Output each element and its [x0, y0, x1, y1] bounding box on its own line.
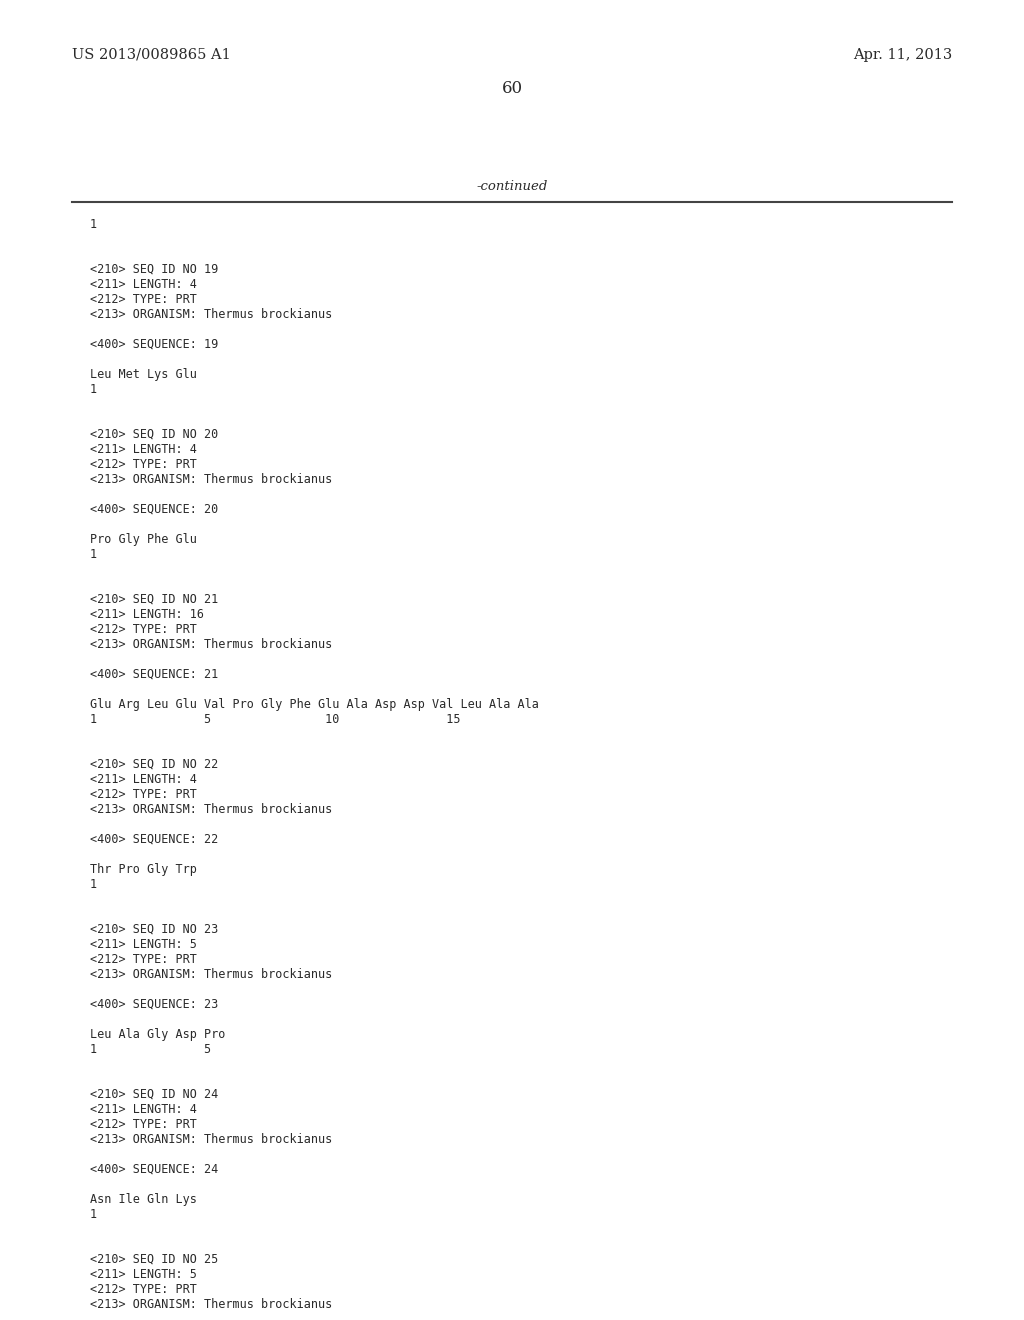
Text: <210> SEQ ID NO 20: <210> SEQ ID NO 20: [90, 428, 218, 441]
Text: <211> LENGTH: 4: <211> LENGTH: 4: [90, 774, 197, 785]
Text: <212> TYPE: PRT: <212> TYPE: PRT: [90, 953, 197, 966]
Text: <400> SEQUENCE: 19: <400> SEQUENCE: 19: [90, 338, 218, 351]
Text: US 2013/0089865 A1: US 2013/0089865 A1: [72, 48, 230, 62]
Text: Pro Gly Phe Glu: Pro Gly Phe Glu: [90, 533, 197, 546]
Text: <210> SEQ ID NO 21: <210> SEQ ID NO 21: [90, 593, 218, 606]
Text: <400> SEQUENCE: 24: <400> SEQUENCE: 24: [90, 1163, 218, 1176]
Text: <212> TYPE: PRT: <212> TYPE: PRT: [90, 293, 197, 306]
Text: <212> TYPE: PRT: <212> TYPE: PRT: [90, 458, 197, 471]
Text: <212> TYPE: PRT: <212> TYPE: PRT: [90, 623, 197, 636]
Text: <210> SEQ ID NO 24: <210> SEQ ID NO 24: [90, 1088, 218, 1101]
Text: <213> ORGANISM: Thermus brockianus: <213> ORGANISM: Thermus brockianus: [90, 1133, 332, 1146]
Text: <210> SEQ ID NO 22: <210> SEQ ID NO 22: [90, 758, 218, 771]
Text: <212> TYPE: PRT: <212> TYPE: PRT: [90, 788, 197, 801]
Text: <213> ORGANISM: Thermus brockianus: <213> ORGANISM: Thermus brockianus: [90, 473, 332, 486]
Text: 1: 1: [90, 1208, 97, 1221]
Text: <400> SEQUENCE: 20: <400> SEQUENCE: 20: [90, 503, 218, 516]
Text: <213> ORGANISM: Thermus brockianus: <213> ORGANISM: Thermus brockianus: [90, 308, 332, 321]
Text: <212> TYPE: PRT: <212> TYPE: PRT: [90, 1283, 197, 1296]
Text: <211> LENGTH: 5: <211> LENGTH: 5: [90, 939, 197, 950]
Text: <400> SEQUENCE: 23: <400> SEQUENCE: 23: [90, 998, 218, 1011]
Text: Leu Ala Gly Asp Pro: Leu Ala Gly Asp Pro: [90, 1028, 225, 1041]
Text: <400> SEQUENCE: 21: <400> SEQUENCE: 21: [90, 668, 218, 681]
Text: <210> SEQ ID NO 25: <210> SEQ ID NO 25: [90, 1253, 218, 1266]
Text: <211> LENGTH: 4: <211> LENGTH: 4: [90, 279, 197, 290]
Text: Asn Ile Gln Lys: Asn Ile Gln Lys: [90, 1193, 197, 1206]
Text: <211> LENGTH: 5: <211> LENGTH: 5: [90, 1269, 197, 1280]
Text: 1               5                10               15: 1 5 10 15: [90, 713, 461, 726]
Text: Leu Met Lys Glu: Leu Met Lys Glu: [90, 368, 197, 381]
Text: 1               5: 1 5: [90, 1043, 211, 1056]
Text: 1: 1: [90, 548, 97, 561]
Text: <210> SEQ ID NO 19: <210> SEQ ID NO 19: [90, 263, 218, 276]
Text: 60: 60: [502, 81, 522, 96]
Text: Apr. 11, 2013: Apr. 11, 2013: [853, 48, 952, 62]
Text: <213> ORGANISM: Thermus brockianus: <213> ORGANISM: Thermus brockianus: [90, 638, 332, 651]
Text: <213> ORGANISM: Thermus brockianus: <213> ORGANISM: Thermus brockianus: [90, 1298, 332, 1311]
Text: <210> SEQ ID NO 23: <210> SEQ ID NO 23: [90, 923, 218, 936]
Text: 1: 1: [90, 218, 97, 231]
Text: 1: 1: [90, 383, 97, 396]
Text: <211> LENGTH: 16: <211> LENGTH: 16: [90, 609, 204, 620]
Text: <213> ORGANISM: Thermus brockianus: <213> ORGANISM: Thermus brockianus: [90, 803, 332, 816]
Text: <400> SEQUENCE: 22: <400> SEQUENCE: 22: [90, 833, 218, 846]
Text: <213> ORGANISM: Thermus brockianus: <213> ORGANISM: Thermus brockianus: [90, 968, 332, 981]
Text: 1: 1: [90, 878, 97, 891]
Text: <211> LENGTH: 4: <211> LENGTH: 4: [90, 1104, 197, 1115]
Text: -continued: -continued: [476, 180, 548, 193]
Text: Thr Pro Gly Trp: Thr Pro Gly Trp: [90, 863, 197, 876]
Text: Glu Arg Leu Glu Val Pro Gly Phe Glu Ala Asp Asp Val Leu Ala Ala: Glu Arg Leu Glu Val Pro Gly Phe Glu Ala …: [90, 698, 539, 711]
Text: <211> LENGTH: 4: <211> LENGTH: 4: [90, 444, 197, 455]
Text: <212> TYPE: PRT: <212> TYPE: PRT: [90, 1118, 197, 1131]
